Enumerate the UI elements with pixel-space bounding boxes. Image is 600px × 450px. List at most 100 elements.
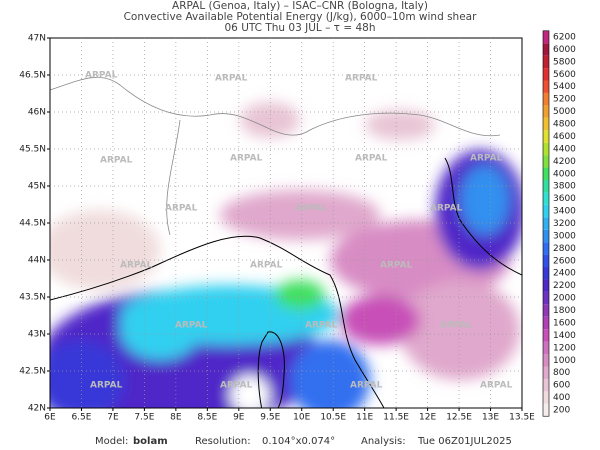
lon-label: 12.5E [446, 413, 472, 423]
lon-label: 11.5E [383, 413, 409, 423]
colorbar-swatch [543, 55, 549, 69]
watermark: ARPAL [175, 321, 208, 331]
lon-label: 7.5E [134, 413, 154, 423]
colorbar-swatch [543, 279, 549, 292]
colorbar-swatch [543, 403, 549, 417]
colorbar-swatch [543, 167, 549, 180]
footer-value: Tue 06Z01JUL2025 [417, 436, 512, 447]
colorbar-swatch [543, 68, 549, 81]
colorbar-label: 3200 [553, 219, 576, 229]
colorbar-swatch [543, 304, 549, 317]
lon-label: 12E [419, 413, 436, 423]
watermark: ARPAL [440, 321, 473, 331]
watermark: ARPAL [165, 204, 198, 214]
watermark: ARPAL [355, 154, 388, 164]
colorbar-label: 5000 [553, 107, 576, 117]
colorbar-label: 5400 [553, 82, 576, 92]
colorbar-label: 200 [553, 406, 570, 416]
watermark: ARPAL [100, 156, 133, 166]
colorbar-swatch [543, 366, 549, 379]
footer-label: Resolution: [195, 436, 251, 447]
lon-label: 11E [356, 413, 373, 423]
watermark: ARPAL [220, 381, 253, 391]
lat-label: 45.5N [19, 145, 46, 155]
watermark: ARPAL [430, 204, 463, 214]
footer-label: Model: [95, 436, 128, 447]
colorbar-swatch [543, 267, 549, 280]
lat-label: 45N [28, 182, 46, 192]
lon-label: 8.5E [197, 413, 217, 423]
watermark: ARPAL [480, 381, 513, 391]
colorbar-swatch [543, 80, 549, 93]
colorbar-label: 3600 [553, 194, 576, 204]
colorbar-label: 5600 [553, 70, 576, 80]
colorbar-label: 6200 [553, 33, 576, 43]
colorbar-label: 2800 [553, 244, 576, 254]
colorbar-label: 2200 [553, 281, 576, 291]
colorbar-label: 2000 [553, 294, 576, 304]
watermark: ARPAL [470, 154, 503, 164]
colorbar-swatch [543, 92, 549, 106]
lat-label: 43N [28, 330, 46, 340]
watermark: ARPAL [250, 261, 283, 271]
lon-label: 10.5E [320, 413, 346, 423]
colorbar-swatch [543, 354, 549, 367]
colorbar-swatch [543, 329, 549, 342]
colorbar-label: 3800 [553, 182, 576, 192]
colorbar-label: 600 [553, 381, 570, 391]
map-field [50, 38, 522, 408]
lon-label: 9.5E [260, 413, 280, 423]
watermark: ARPAL [120, 261, 153, 271]
colorbar-swatch [543, 142, 549, 156]
colorbar-swatch [543, 179, 549, 193]
colorbar-swatch [543, 105, 549, 118]
colorbar-swatch [543, 204, 549, 218]
header-line: Convective Available Potential Energy (J… [124, 11, 478, 23]
lon-label: 7E [107, 413, 119, 423]
colorbar-swatch [543, 155, 549, 168]
colorbar-swatch [543, 242, 549, 255]
colorbar-swatch [543, 192, 549, 205]
colorbar-label: 6000 [553, 45, 576, 55]
colorbar-label: 3400 [553, 207, 576, 217]
colorbar-label: 1200 [553, 343, 576, 353]
colorbar-label: 3000 [553, 231, 576, 241]
watermark: ARPAL [345, 74, 378, 84]
colorbar-swatch [543, 254, 549, 268]
colorbar-frame [542, 30, 550, 417]
watermark: ARPAL [295, 204, 328, 214]
lat-label: 44N [28, 256, 46, 266]
colorbar-label: 2400 [553, 269, 576, 279]
lat-label: 46.5N [19, 71, 46, 81]
lat-label: 47N [28, 34, 46, 44]
colorbar-swatch [543, 130, 549, 143]
colorbar-swatch [543, 229, 549, 243]
colorbar-swatch [543, 30, 549, 44]
colorbar-label: 1800 [553, 306, 576, 316]
colorbar-label: 1400 [553, 331, 576, 341]
lon-label: 6.5E [71, 413, 91, 423]
footer-value: 0.104°x0.074° [262, 436, 335, 447]
lon-label: 9E [233, 413, 245, 423]
colorbar-swatch [543, 117, 549, 131]
watermark: ARPAL [305, 321, 338, 331]
watermark: ARPAL [215, 74, 248, 84]
colorbar-label: 4400 [553, 144, 576, 154]
lon-label: 8E [170, 413, 182, 423]
footer-value: bolam [133, 436, 168, 447]
colorbar-label: 5200 [553, 95, 576, 105]
lon-label: 10E [293, 413, 310, 423]
colorbar-label: 1600 [553, 318, 576, 328]
colorbar-swatch [543, 217, 549, 230]
watermark: ARPAL [85, 71, 118, 81]
colorbar-swatch [543, 378, 549, 392]
header-line: ARPAL (Genoa, Italy) – ISAC–CNR (Bologna… [172, 0, 428, 12]
colorbar-label: 2600 [553, 256, 576, 266]
colorbar-swatch [543, 43, 549, 56]
colorbar-swatch [543, 341, 549, 355]
lon-label: 13E [482, 413, 499, 423]
colorbar-swatch [543, 316, 549, 330]
colorbar-label: 4000 [553, 169, 576, 179]
